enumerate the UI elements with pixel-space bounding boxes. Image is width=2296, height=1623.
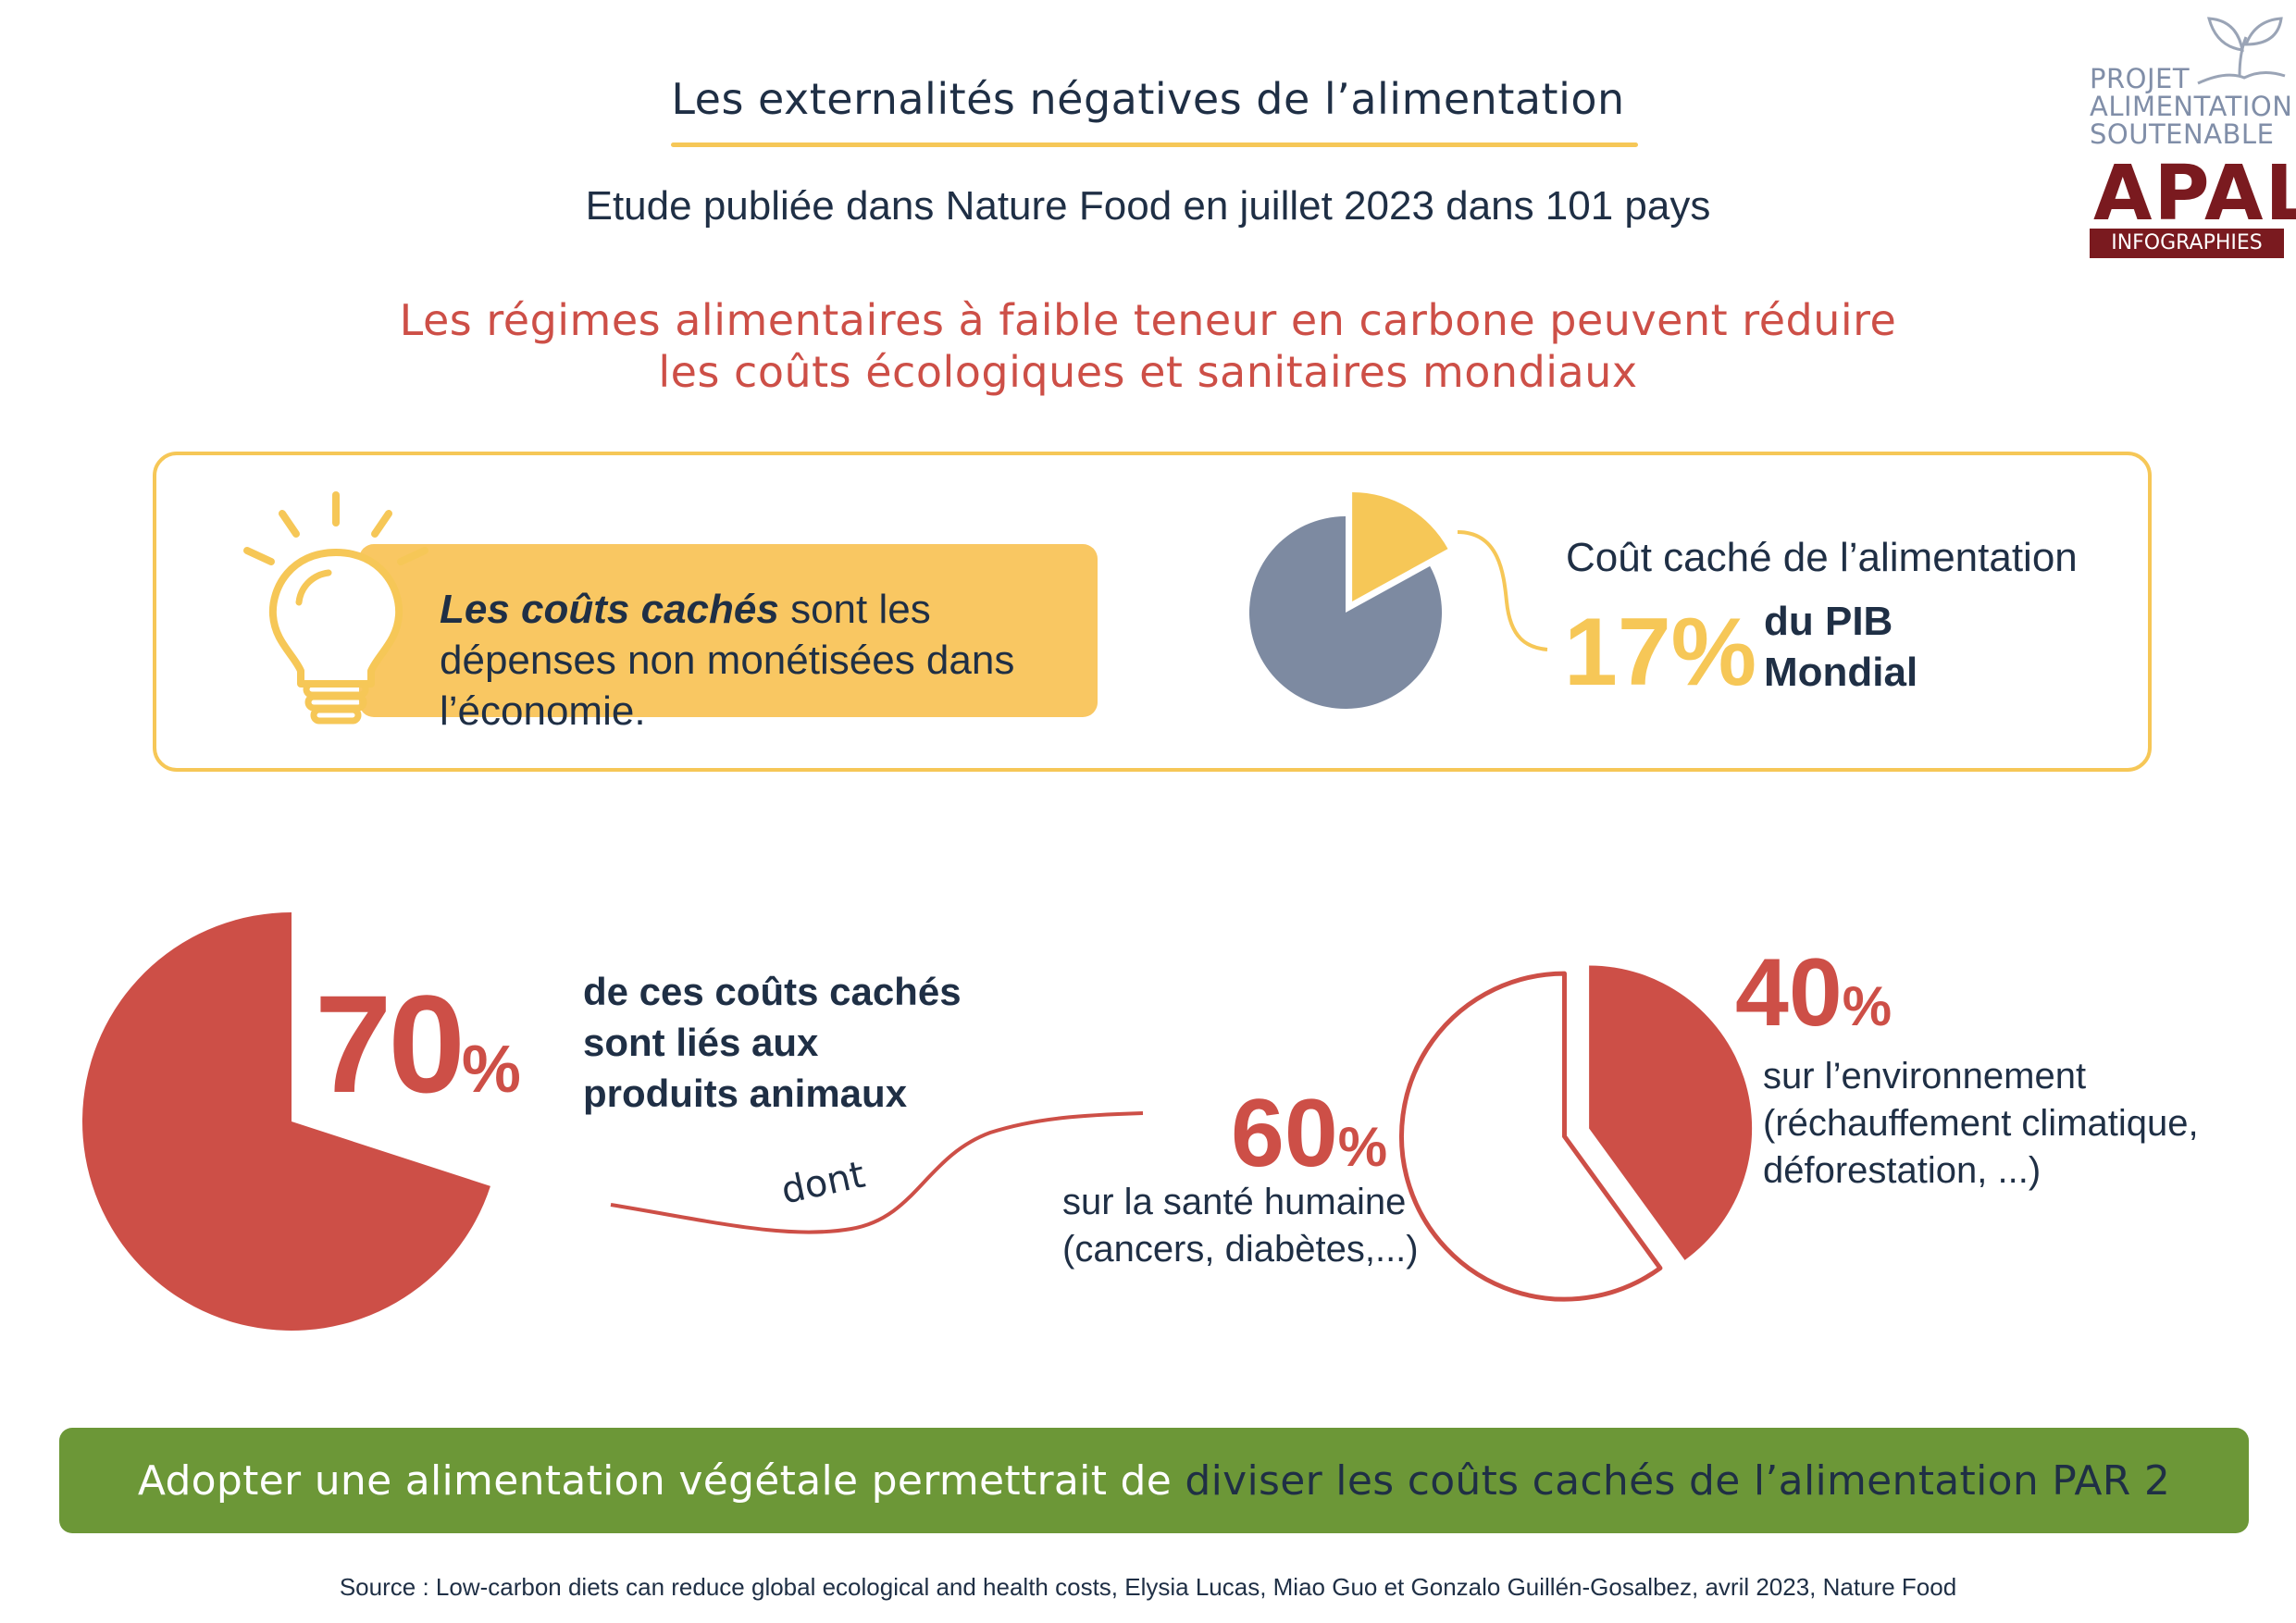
- environment-share-value: 40%: [1735, 942, 1892, 1058]
- conclusion-text-highlight: diviser les coûts cachés de l’alimentati…: [1185, 1457, 2171, 1505]
- logo-brand: APALA: [2093, 150, 2296, 238]
- pie-slice-health: [1399, 971, 1663, 1302]
- headline: Les régimes alimentaires à faible teneur…: [0, 294, 2296, 398]
- conclusion-banner: [59, 1428, 2249, 1533]
- environment-share-desc: sur l’environnement (réchauffement clima…: [1763, 1053, 2199, 1195]
- hidden-cost-value: 17%: [1564, 599, 1757, 706]
- hidden-cost-label: Coût caché de l’alimentation: [1566, 535, 2078, 580]
- conclusion-text-part-1: Adopter une alimentation végétale permet…: [137, 1457, 1185, 1505]
- animal-share-number: 70: [315, 966, 465, 1121]
- headline-line-2: les coûts écologiques et sanitaires mond…: [658, 347, 1638, 397]
- logo-project-name: PROJET ALIMENTATION SOUTENABLE: [2090, 65, 2292, 148]
- health-share-desc: sur la santé humaine (cancers, diabètes,…: [1062, 1179, 1419, 1273]
- animal-share-unit: %: [461, 1033, 521, 1107]
- hidden-cost-desc-line-2: Mondial: [1764, 650, 1918, 695]
- health-desc-line-1: sur la santé humaine: [1062, 1182, 1407, 1222]
- animal-desc-line-3: produits animaux: [583, 1072, 908, 1115]
- animal-pie-chart: [81, 912, 490, 1331]
- definition-term: Les coûts cachés: [440, 587, 779, 632]
- environment-desc-line-1: sur l’environnement: [1763, 1056, 2087, 1096]
- animal-desc-line-1: de ces coûts cachés: [583, 970, 962, 1013]
- logo-tag: INFOGRAPHIES: [2090, 229, 2284, 258]
- pie-slice-rest-of-gdp: [1249, 516, 1442, 709]
- definition-body: sont les dépenses non monétisées dans l’…: [440, 587, 1015, 734]
- health-share-number: 60: [1231, 1080, 1338, 1187]
- headline-line-1: Les régimes alimentaires à faible teneur…: [399, 295, 1897, 345]
- pie-slice-hidden-cost: [1352, 491, 1448, 601]
- logo-line-1: PROJET: [2090, 63, 2191, 94]
- definition-card: [359, 544, 1098, 717]
- page-subtitle: Etude publiée dans Nature Food en juille…: [585, 183, 1711, 229]
- source-citation: Source : Low-carbon diets can reduce glo…: [339, 1573, 1957, 1601]
- animal-desc-line-2: sont liés aux: [583, 1021, 819, 1064]
- environment-desc-line-3: déforestation, ...): [1763, 1150, 2042, 1191]
- conclusion-text: Adopter une alimentation végétale permet…: [59, 1454, 2249, 1509]
- connector-curve: [610, 1111, 1144, 1234]
- hidden-cost-desc-line-1: du PIB: [1764, 599, 1893, 644]
- hidden-cost-panel: [153, 452, 2152, 772]
- health-share-value: 60%: [1231, 1083, 1387, 1198]
- page-title: Les externalités négatives de l’alimenta…: [671, 74, 1625, 124]
- animal-share-desc: de ces coûts cachés sont liés aux produi…: [583, 966, 962, 1119]
- gdp-pie-chart: [1249, 491, 1548, 709]
- health-share-unit: %: [1337, 1116, 1388, 1178]
- logo-line-2: ALIMENTATION: [2090, 91, 2293, 122]
- impact-pie-chart: [1399, 965, 1753, 1302]
- sprout-icon: [2197, 17, 2286, 85]
- pie-slice-environment: [1589, 965, 1753, 1260]
- hidden-cost-desc: du PIB Mondial: [1764, 596, 1917, 698]
- lightbulb-icon: [243, 491, 428, 725]
- logo-line-3: SOUTENABLE: [2090, 118, 2275, 150]
- title-underline: [671, 142, 1638, 147]
- animal-share-value: 70%: [315, 970, 521, 1144]
- environment-share-unit: %: [1842, 975, 1893, 1037]
- environment-desc-line-2: (réchauffement climatique,: [1763, 1103, 2199, 1144]
- health-desc-line-2: (cancers, diabètes,...): [1062, 1229, 1419, 1270]
- definition-text: Les coûts cachés sont les dépenses non m…: [440, 584, 1087, 737]
- environment-share-number: 40: [1735, 939, 1843, 1047]
- pie-slice-animal-products: [81, 912, 490, 1331]
